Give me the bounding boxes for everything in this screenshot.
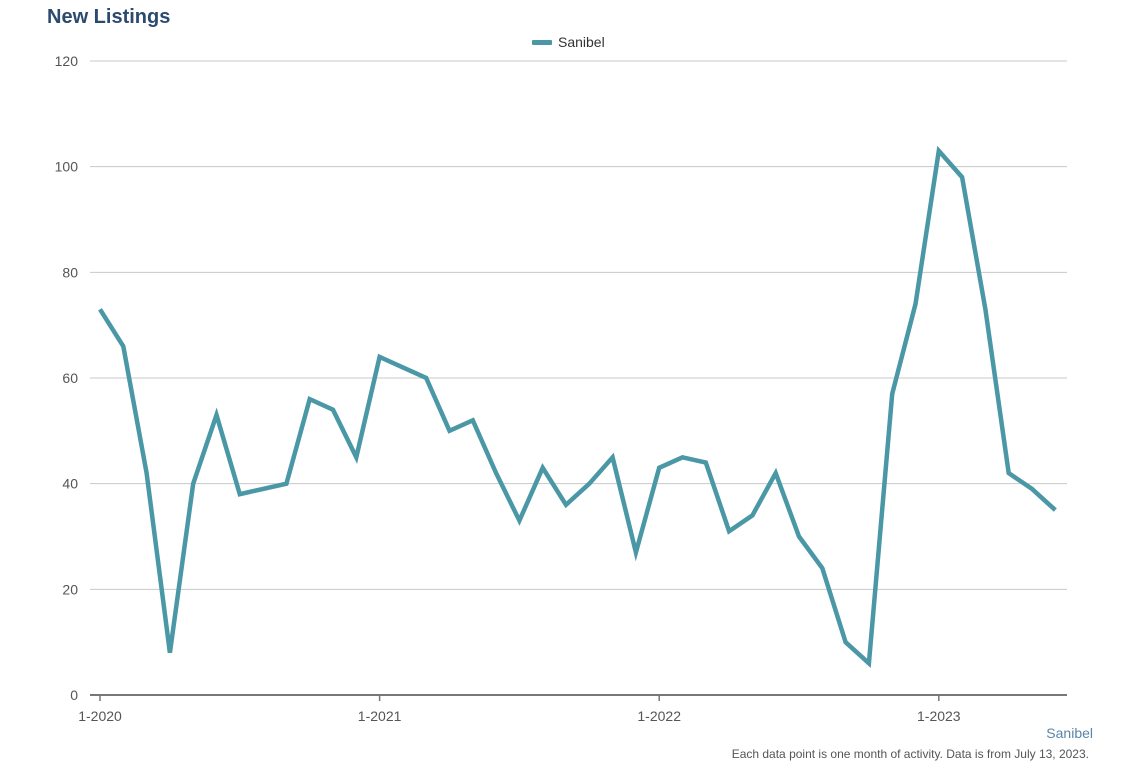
x-tick-label: 1-2023 <box>917 708 961 724</box>
chart-title: New Listings <box>47 6 171 28</box>
y-tick-label: 40 <box>62 476 78 492</box>
y-tick-label: 120 <box>55 53 79 69</box>
x-tick-label: 1-2022 <box>637 708 681 724</box>
y-tick-label: 20 <box>62 581 78 597</box>
series-line-sanibel <box>98 145 1057 669</box>
legend: Sanibel <box>532 34 605 50</box>
legend-label: Sanibel <box>558 34 605 50</box>
x-tick-label: 1-2021 <box>358 708 402 724</box>
y-tick-label: 0 <box>70 687 78 703</box>
legend-swatch <box>532 39 552 45</box>
y-tick-label: 100 <box>55 159 79 175</box>
y-tick-label: 80 <box>62 264 78 280</box>
x-tick-label: 1-2020 <box>78 708 122 724</box>
footnote-series-label: Sanibel <box>1046 725 1093 741</box>
footnote: Each data point is one month of activity… <box>731 747 1089 761</box>
y-tick-label: 60 <box>62 370 78 386</box>
